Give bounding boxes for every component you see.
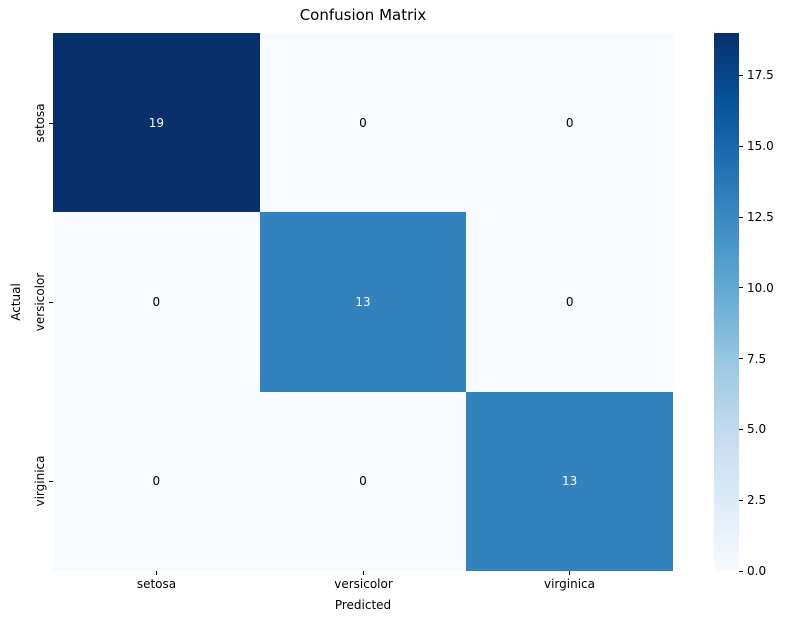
heatmap-cell: 0 (466, 212, 673, 392)
y-axis-label: Actual (9, 283, 23, 321)
colorbar-tick-label: 15.0 (747, 139, 774, 154)
colorbar-tick-mark (739, 570, 743, 572)
heatmap-cell: 0 (53, 391, 260, 571)
y-tick-mark (49, 302, 53, 303)
x-tick-label: virginica (544, 577, 595, 591)
y-tick-label: virginica (33, 455, 47, 507)
colorbar-tick: 15.0 (739, 139, 774, 153)
heatmap-cell: 0 (259, 33, 467, 213)
colorbar-tick-label: 2.5 (747, 493, 767, 508)
chart-title: Confusion Matrix (299, 6, 427, 24)
heatmap-cell: 13 (259, 212, 467, 392)
x-tick-mark (569, 571, 570, 575)
colorbar-tick-label: 7.5 (747, 351, 767, 366)
cell-value: 0 (359, 474, 367, 489)
heatmap-cell: 0 (466, 33, 673, 213)
cell-value: 0 (152, 294, 161, 309)
cell-value: 13 (355, 294, 371, 309)
cell-value: 19 (148, 115, 164, 130)
cell-value: 0 (565, 115, 574, 130)
heatmap-cell: 0 (259, 391, 467, 571)
heatmap: 19 0 0 0 13 0 0 0 13 (53, 33, 673, 571)
colorbar-tick-label: 0.0 (747, 564, 767, 578)
colorbar-tick: 12.5 (739, 210, 774, 224)
colorbar-tick-mark (739, 499, 743, 501)
colorbar-tick: 0.0 (739, 564, 766, 578)
colorbar-tick: 10.0 (739, 281, 774, 295)
colorbar-tick-label: 12.5 (747, 210, 774, 225)
x-tick-label: setosa (136, 577, 177, 591)
colorbar-tick: 7.5 (739, 352, 766, 366)
y-tick-mark (49, 481, 53, 482)
x-tick-mark (363, 571, 364, 575)
y-tick-label: setosa (33, 103, 47, 143)
heatmap-cell: 19 (53, 33, 260, 213)
colorbar-tick-mark (739, 74, 743, 76)
colorbar-tick-mark (739, 216, 743, 218)
colorbar-tick-label: 10.0 (747, 280, 774, 295)
colorbar-tick: 2.5 (739, 493, 766, 507)
cell-value: 0 (152, 474, 161, 489)
colorbar: 17.5 15.0 12.5 10.0 7.5 5.0 2.5 0.0 (714, 33, 774, 578)
x-tick-mark (156, 571, 157, 575)
heatmap-cell: 13 (466, 391, 673, 571)
colorbar-tick: 17.5 (739, 68, 774, 82)
cell-value: 13 (562, 474, 578, 489)
y-tick-mark (49, 123, 53, 124)
colorbar-tick-mark (739, 287, 743, 289)
colorbar-tick-mark (739, 358, 743, 360)
cell-value: 0 (565, 294, 574, 309)
colorbar-tick-mark (739, 428, 743, 430)
x-axis-label: Predicted (334, 598, 392, 612)
colorbar-tick-label: 17.5 (747, 68, 774, 83)
colorbar-tick-mark (739, 145, 743, 147)
y-tick-label: versicolor (33, 272, 47, 332)
colorbar-tick: 5.0 (739, 422, 766, 436)
cell-value: 0 (359, 115, 367, 130)
colorbar-gradient (714, 33, 739, 571)
heatmap-cell: 0 (53, 212, 260, 392)
colorbar-tick-label: 5.0 (747, 422, 767, 437)
x-tick-label: versicolor (334, 577, 393, 591)
